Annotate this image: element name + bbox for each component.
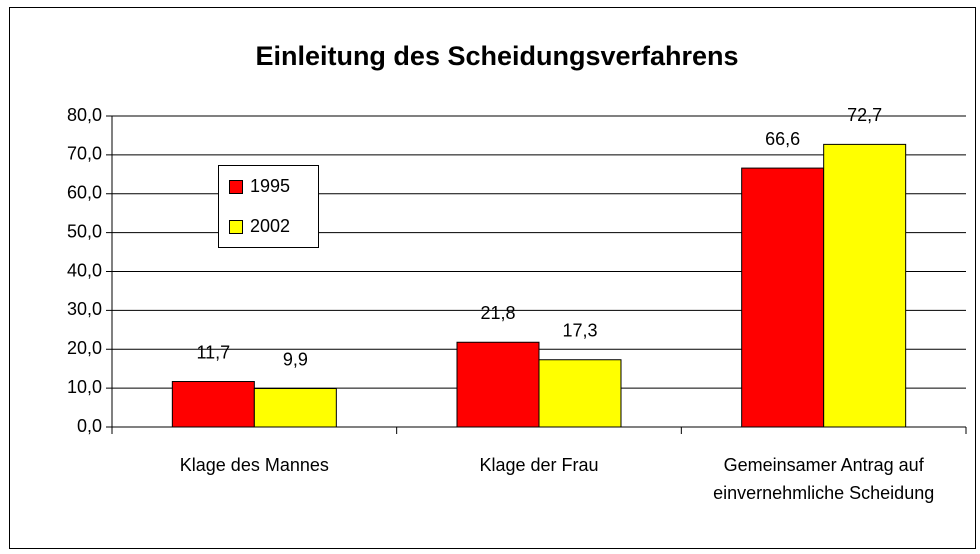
y-tick-label: 80,0 xyxy=(67,105,102,125)
x-tick-label: Gemeinsamer Antrag auf einvernehmliche S… xyxy=(713,455,935,503)
value-label: 9,9 xyxy=(283,349,308,369)
bar xyxy=(253,388,337,428)
y-tick-label: 0,0 xyxy=(77,416,102,436)
y-tick-label: 40,0 xyxy=(67,260,102,280)
legend-label: 1995 xyxy=(250,176,290,196)
legend-swatch xyxy=(229,220,243,234)
x-tick-label: Klage des Mannes xyxy=(179,455,329,475)
value-label: 17,3 xyxy=(562,320,597,340)
y-tick-label: 50,0 xyxy=(67,221,102,241)
y-tick-label: 10,0 xyxy=(67,377,102,397)
value-label: 21,8 xyxy=(480,303,515,323)
legend-swatch xyxy=(229,180,243,194)
bar xyxy=(538,359,622,428)
y-tick-label: 30,0 xyxy=(67,299,102,319)
chart-title: Einleitung des Scheidungsverfahrens xyxy=(255,41,738,71)
value-label: 72,7 xyxy=(847,105,882,125)
x-tick-label: Klage der Frau xyxy=(479,455,599,475)
y-tick-label: 20,0 xyxy=(67,338,102,358)
value-label: 11,7 xyxy=(196,342,230,362)
bar xyxy=(823,143,907,428)
value-label: 66,6 xyxy=(765,129,800,149)
bar xyxy=(171,381,255,428)
bar xyxy=(741,167,825,428)
legend-label: 2002 xyxy=(250,216,290,236)
y-tick-label: 60,0 xyxy=(67,183,102,203)
y-tick-label: 70,0 xyxy=(67,144,102,164)
bar xyxy=(456,341,540,428)
